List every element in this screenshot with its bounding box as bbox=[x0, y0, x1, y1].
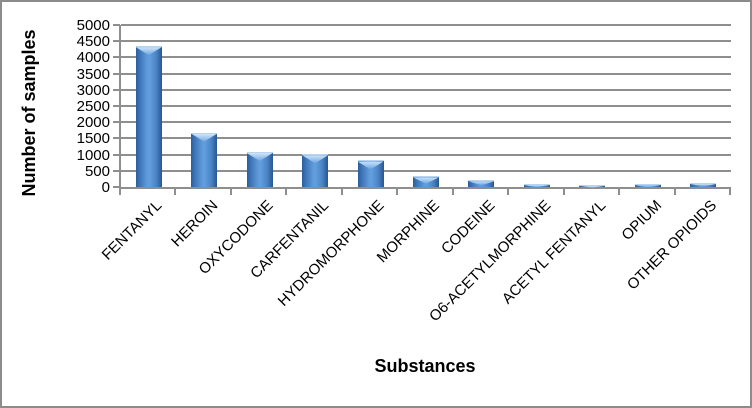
y-tick-label: 500 bbox=[84, 162, 110, 180]
x-tick-mark bbox=[562, 189, 565, 195]
bar-top-bevel bbox=[690, 183, 717, 187]
x-axis-title: Substances bbox=[374, 356, 476, 376]
x-tick-mark bbox=[618, 189, 621, 195]
bar-top-bevel bbox=[413, 177, 439, 184]
bar-top-bevel bbox=[191, 133, 218, 142]
bar-top-bevel bbox=[579, 185, 606, 188]
y-tick-label: 0 bbox=[101, 179, 110, 196]
bar bbox=[191, 132, 218, 187]
bar-top-bevel bbox=[302, 155, 329, 164]
gridline bbox=[121, 105, 731, 107]
x-tick-mark bbox=[507, 189, 510, 195]
gridline bbox=[121, 137, 731, 140]
bar-top-bevel bbox=[523, 184, 550, 187]
gridline bbox=[121, 24, 731, 26]
x-tick-mark bbox=[340, 189, 343, 195]
y-tick-mark bbox=[113, 72, 120, 75]
x-tick-mark bbox=[451, 189, 454, 195]
y-tick-label: 1000 bbox=[76, 146, 110, 164]
y-tick-mark bbox=[113, 121, 120, 124]
x-category-label-text: ACETYL FENTANYL bbox=[498, 197, 610, 308]
x-category-label-text: HEROIN bbox=[167, 197, 222, 251]
y-tick-label: 2000 bbox=[76, 114, 110, 132]
gridline bbox=[121, 153, 731, 156]
x-category-label-text: HYDROMORPHONE bbox=[274, 197, 388, 310]
x-tick-mark bbox=[729, 189, 731, 195]
y-tick-mark bbox=[113, 88, 120, 91]
x-tick-mark bbox=[285, 189, 288, 195]
gridline bbox=[121, 40, 731, 43]
bar-top-bevel bbox=[135, 47, 162, 56]
bar bbox=[690, 182, 717, 187]
plot-area bbox=[119, 24, 731, 189]
bar-top-bevel bbox=[468, 181, 495, 186]
bar bbox=[523, 183, 550, 187]
y-tick-mark bbox=[113, 105, 120, 107]
bar bbox=[135, 46, 162, 187]
y-tick-mark bbox=[113, 24, 120, 26]
gridline bbox=[121, 72, 731, 75]
y-tick-mark bbox=[113, 40, 120, 43]
y-tick-label: 4000 bbox=[76, 49, 110, 67]
bar bbox=[634, 184, 661, 188]
bar bbox=[468, 180, 495, 187]
y-tick-mark bbox=[113, 56, 120, 59]
bar bbox=[246, 152, 273, 187]
y-tick-label: 4500 bbox=[76, 33, 110, 51]
gridline bbox=[121, 169, 731, 172]
y-tick-label: 2500 bbox=[76, 98, 110, 115]
y-tick-label: 5000 bbox=[76, 17, 110, 34]
x-tick-mark bbox=[119, 189, 121, 195]
bar bbox=[357, 160, 384, 187]
x-tick-mark bbox=[229, 189, 232, 195]
bar bbox=[413, 176, 439, 187]
y-tick-mark bbox=[113, 186, 120, 188]
bar-top-bevel bbox=[634, 185, 661, 188]
y-tick-label: 1500 bbox=[76, 130, 110, 148]
y-tick-label: 3500 bbox=[76, 65, 110, 83]
bar bbox=[302, 154, 329, 187]
gridline bbox=[121, 56, 731, 59]
y-tick-mark bbox=[113, 137, 120, 140]
gridline bbox=[121, 121, 731, 124]
bar bbox=[579, 184, 606, 188]
x-tick-mark bbox=[396, 189, 399, 195]
bar-top-bevel bbox=[246, 153, 273, 162]
x-tick-mark bbox=[174, 189, 177, 195]
gridline bbox=[121, 88, 731, 91]
y-tick-mark bbox=[113, 153, 120, 156]
bar-top-bevel bbox=[357, 161, 384, 170]
y-tick-label: 3000 bbox=[76, 81, 110, 99]
x-tick-mark bbox=[673, 189, 676, 195]
x-category-label-text: FENTANYL bbox=[99, 197, 166, 264]
y-tick-mark bbox=[113, 169, 120, 172]
x-category-label-text: OPIUM bbox=[618, 197, 665, 244]
